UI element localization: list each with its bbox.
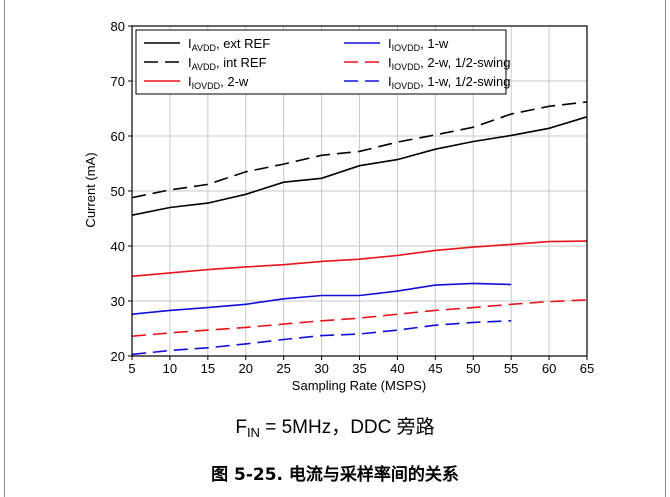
x-tick-label: 25 [276,361,290,376]
y-tick-label: 30 [111,294,125,309]
series-line-6 [131,320,512,356]
legend-label: IIOVDD, 2-w, 1/2-swing [388,55,510,72]
grid [132,26,587,356]
figure-caption: 图 5-25. 电流与采样率间的关系 [211,465,459,485]
series-lines [131,101,588,356]
x-axis-label: Sampling Rate (MSPS) [292,378,426,393]
x-tick-label: 45 [428,361,442,376]
y-tick-label: 70 [111,74,125,89]
x-tick-label: 35 [352,361,366,376]
x-tick-label: 10 [163,361,177,376]
x-tick-label: 60 [542,361,556,376]
x-tick-label: 40 [390,361,404,376]
test-condition: FIN = 5MHz，DDC 旁路 [0,412,670,440]
line-chart: 5 10 15 20 25 30 35 40 45 50 55 60 6520304050607080 … [83,19,595,393]
x-tick-label: 55 [504,361,518,376]
x-tick-label: 30 [314,361,328,376]
series-line-2 [131,101,588,199]
y-tick-label: 60 [111,129,125,144]
y-tick-label: 20 [111,349,125,364]
legend-label: IAVDD, ext REF [188,36,270,53]
x-tick-label: 65 [580,361,594,376]
condition-sub: IN [246,425,260,440]
series-line-4 [131,282,512,315]
legend-box [135,29,507,95]
legend: IAVDD, ext REF IAVDD, int REF IIOVDD, 2-w I… [135,29,510,95]
series-line-1 [131,116,588,216]
condition-prefix: F [235,417,247,438]
legend-label: IIOVDD, 2-w [188,74,249,91]
series-line-5 [131,299,588,337]
legend-label: IAVDD, int REF [188,55,267,72]
x-tick-label: 20 [239,361,253,376]
x-tick-label: 15 [201,361,215,376]
series-line-3 [131,240,588,278]
figure-frame [4,0,666,497]
y-tick-label: 40 [111,239,125,254]
x-tick-label: 50 [466,361,480,376]
y-axis-label: Current (mA) [83,152,98,227]
y-tick-label: 80 [111,19,125,34]
legend-label: IIOVDD, 1-w, 1/2-swing [388,74,510,91]
axes: 5 10 15 20 25 30 35 40 45 50 55 60 65 20 30 40 50 60 70 80 [111,19,595,376]
y-tick-label: 50 [111,184,125,199]
condition-rest: = 5MHz，DDC 旁路 [259,417,435,438]
x-tick-label: 5 [128,361,135,376]
plot-border [131,25,588,357]
legend-label: IIOVDD, 1-w [388,36,449,53]
